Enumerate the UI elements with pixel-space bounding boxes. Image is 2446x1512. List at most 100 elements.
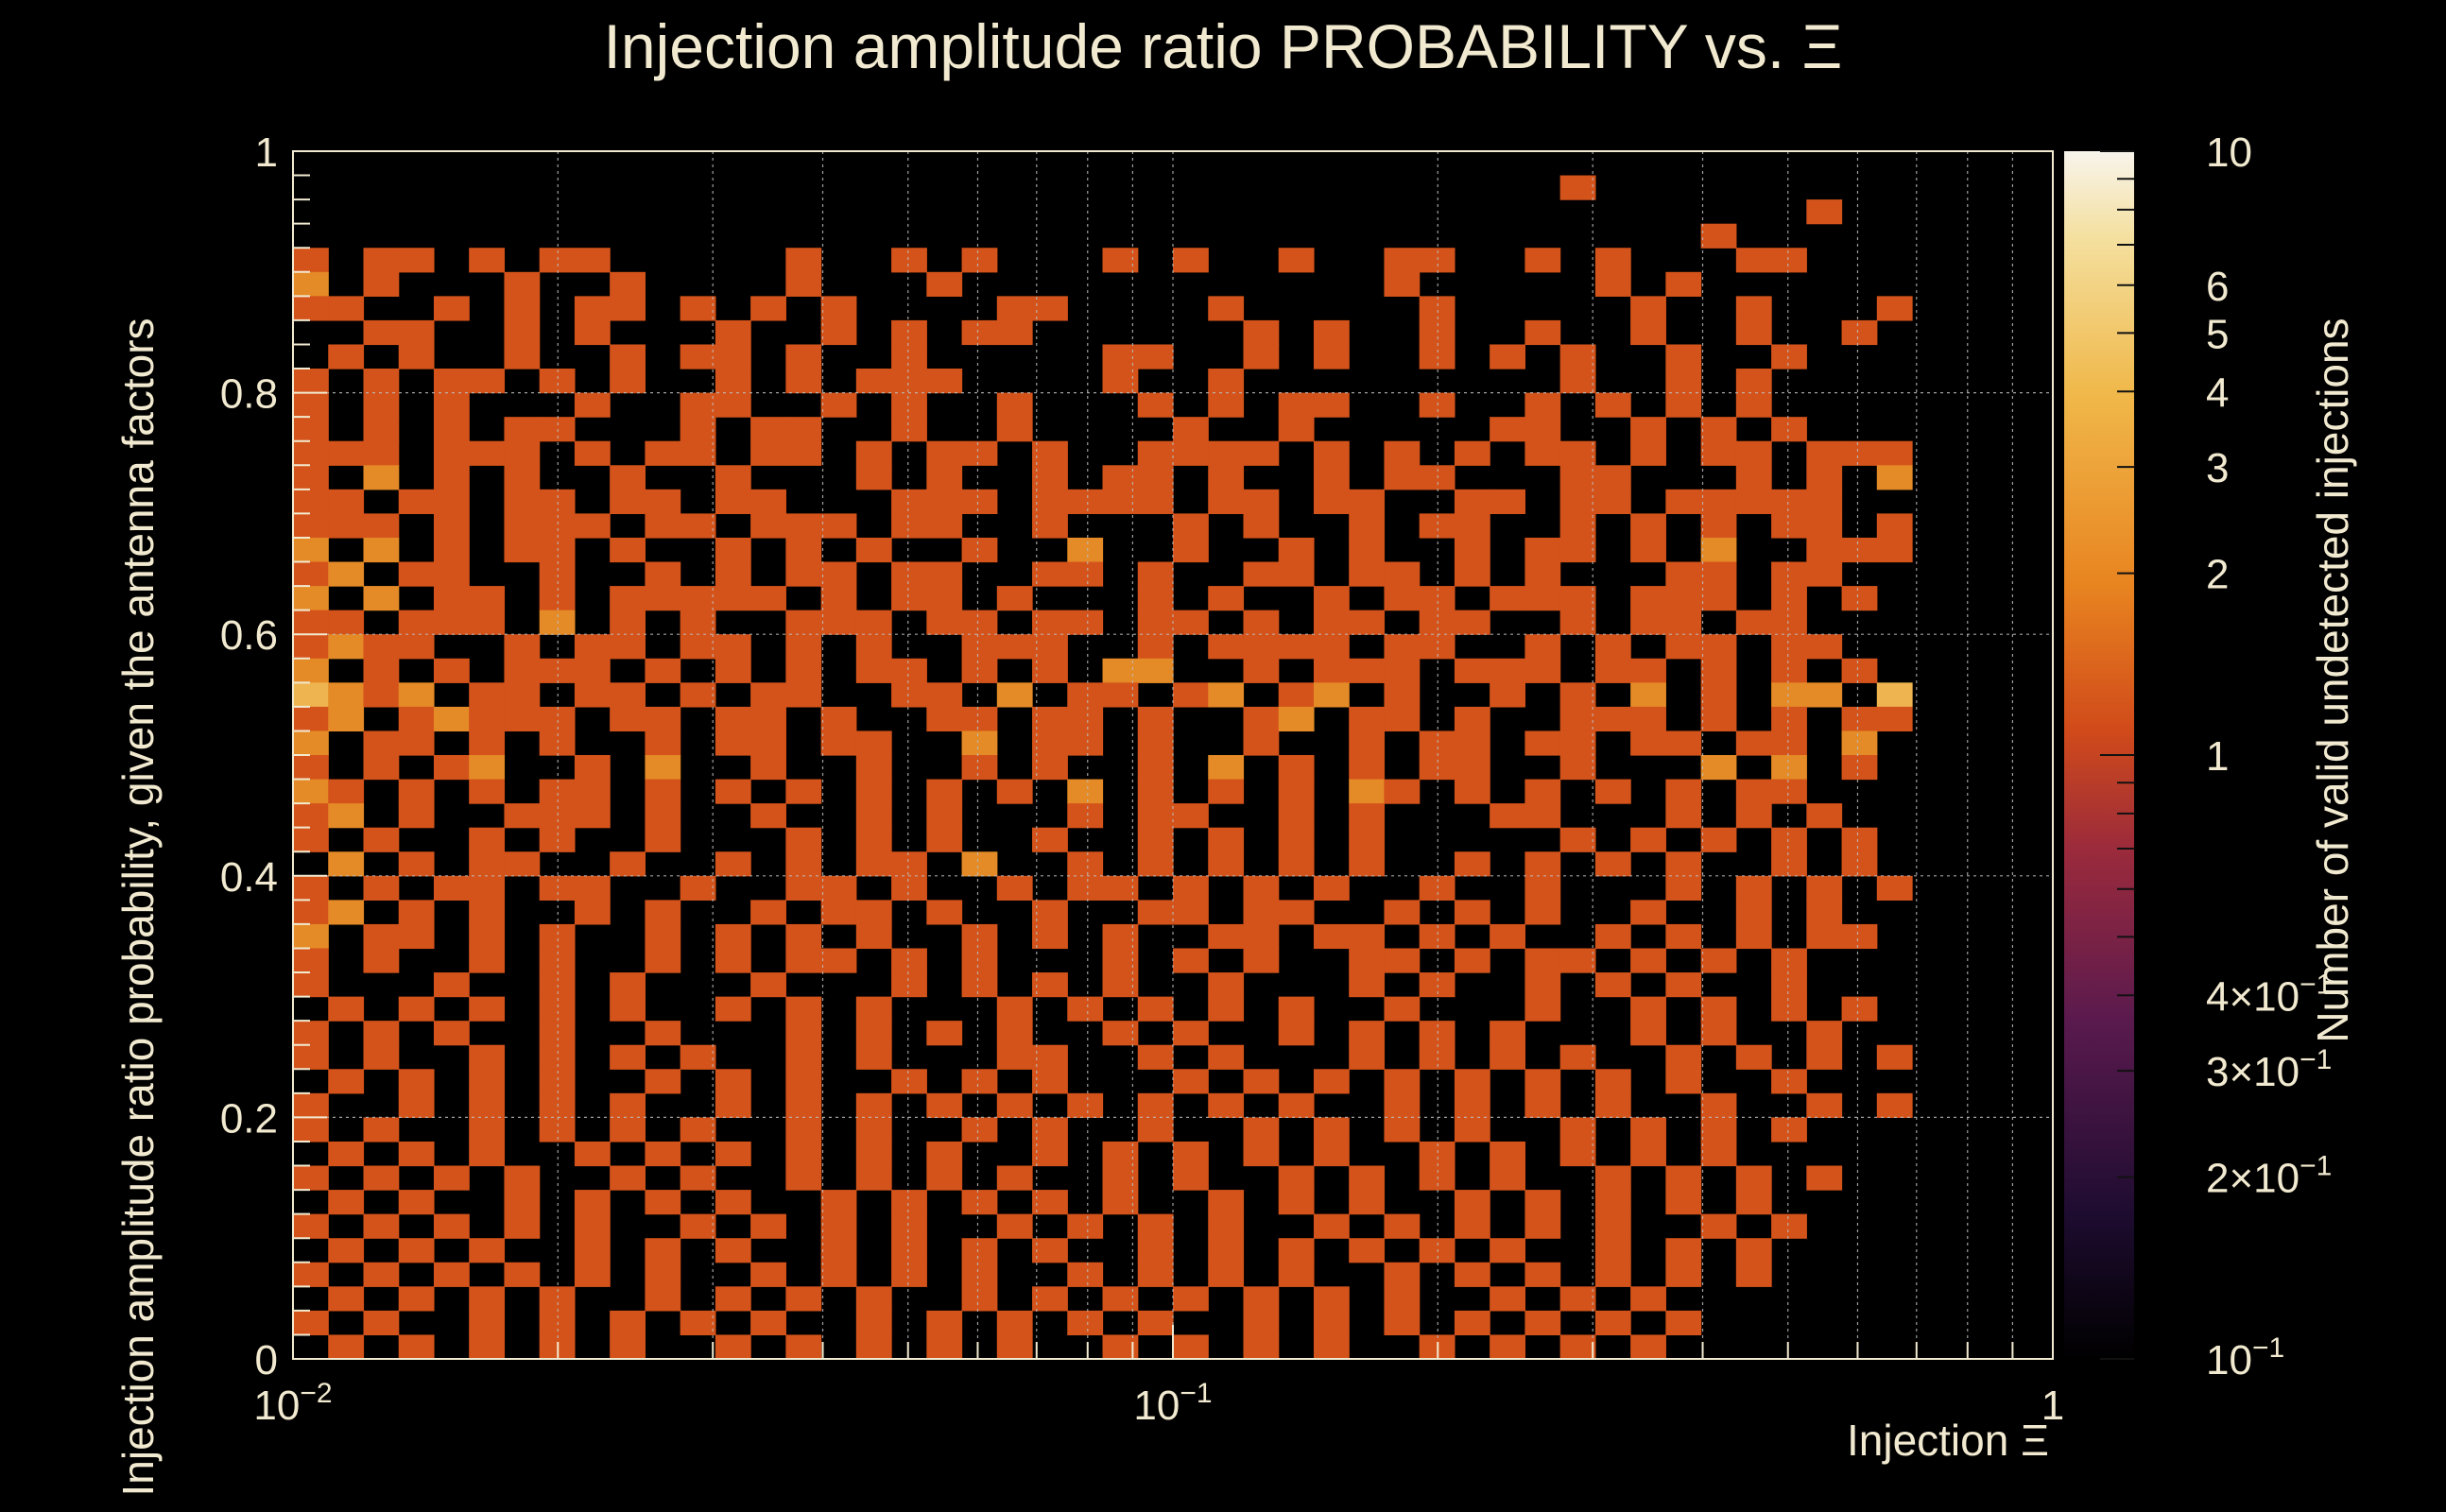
heatmap-cell — [1630, 682, 1666, 708]
heatmap-cell — [1208, 851, 1245, 877]
heatmap-cell — [1419, 730, 1456, 756]
heatmap-cell — [1243, 440, 1280, 466]
heatmap-cell — [785, 271, 822, 297]
heatmap-cell — [1208, 827, 1245, 852]
heatmap-cell — [1137, 658, 1174, 683]
heatmap-cell — [1806, 682, 1843, 708]
heatmap-cell — [1594, 1069, 1631, 1094]
heatmap-cell — [469, 923, 506, 950]
heatmap-cell — [1454, 900, 1490, 925]
heatmap-cell — [1278, 900, 1315, 925]
heatmap-cell — [1876, 682, 1913, 708]
heatmap-cell — [1173, 248, 1209, 273]
heatmap-cell — [1490, 1141, 1525, 1167]
heatmap-cell — [1419, 875, 1456, 901]
heatmap-cell — [1841, 851, 1878, 877]
heatmap-cell — [1665, 851, 1702, 877]
heatmap-cell — [750, 900, 786, 925]
heatmap-cell — [363, 875, 400, 901]
heatmap-cell — [891, 561, 927, 587]
heatmap-cell — [1208, 296, 1245, 321]
heatmap-cell — [715, 344, 751, 369]
heatmap-cell — [433, 1021, 470, 1046]
heatmap-cell — [1384, 634, 1421, 660]
heatmap-cell — [1524, 730, 1561, 756]
heatmap-cell — [785, 827, 822, 852]
heatmap-cell — [363, 923, 400, 950]
heatmap-cell — [1243, 1141, 1280, 1167]
heatmap-cell — [961, 851, 998, 877]
heatmap-cell — [398, 1238, 435, 1263]
heatmap-cell — [1630, 996, 1666, 1022]
heatmap-cell — [926, 513, 963, 539]
heatmap-cell — [1349, 827, 1386, 852]
heatmap-cell — [855, 1092, 892, 1118]
heatmap-cell — [1419, 1021, 1456, 1046]
y-tick-label: 0 — [255, 1337, 278, 1383]
heatmap-cell — [574, 296, 611, 321]
heatmap-cell — [1490, 803, 1525, 829]
heatmap-cell — [926, 1334, 963, 1360]
heatmap-cell — [1349, 972, 1386, 998]
colorbar-label: Number of valid undetected injections — [2308, 318, 2357, 1042]
heatmap-cell — [469, 610, 506, 635]
y-tick-label: 0.8 — [220, 371, 278, 418]
heatmap-cell — [1841, 586, 1878, 611]
heatmap-cell — [855, 803, 892, 829]
heatmap-cell — [1243, 513, 1280, 539]
heatmap-cell — [504, 803, 541, 829]
heatmap-cell — [1524, 972, 1561, 998]
heatmap-cell — [1313, 440, 1350, 466]
heatmap-cell — [855, 440, 892, 466]
heatmap-cell — [715, 634, 751, 660]
heatmap-cell — [891, 513, 927, 539]
heatmap-cell — [433, 465, 470, 490]
heatmap-cell — [750, 972, 786, 998]
heatmap-cell — [433, 369, 470, 394]
heatmap-cell — [926, 706, 963, 732]
heatmap-cell — [610, 369, 646, 394]
heatmap-cell — [1032, 513, 1068, 539]
heatmap-cell — [1876, 465, 1913, 490]
y-axis-label: Injection amplitude ratio probability, g… — [113, 318, 163, 1496]
heatmap-cell — [1806, 634, 1843, 660]
heatmap-cell — [680, 392, 716, 418]
heatmap-cell — [1806, 561, 1843, 587]
heatmap-cell — [1524, 586, 1561, 611]
heatmap-cell — [891, 851, 927, 877]
heatmap-cell — [433, 1213, 470, 1239]
heatmap-cell — [1771, 827, 1807, 852]
heatmap-cell — [574, 248, 611, 273]
heatmap-cell — [750, 1262, 786, 1287]
heatmap-cell — [891, 1190, 927, 1215]
heatmap-cell — [996, 996, 1033, 1022]
heatmap-cell — [1524, 392, 1561, 418]
heatmap-cell — [1594, 1213, 1631, 1239]
heatmap-cell — [293, 755, 329, 781]
heatmap-cell — [504, 1213, 541, 1239]
heatmap-cell — [610, 296, 646, 321]
heatmap-cell — [1173, 1165, 1209, 1191]
heatmap-cell — [469, 779, 506, 804]
heatmap-cell — [1559, 513, 1596, 539]
heatmap-cell — [1349, 706, 1386, 732]
heatmap-cell — [328, 489, 365, 514]
heatmap-cell — [363, 1021, 400, 1046]
heatmap-cell — [1137, 440, 1174, 466]
heatmap-cell — [820, 875, 857, 901]
heatmap-cell — [1032, 1238, 1068, 1263]
heatmap-cell — [469, 1044, 506, 1070]
heatmap-cell — [891, 586, 927, 611]
heatmap-cell — [855, 923, 892, 950]
heatmap-cell — [1173, 513, 1209, 539]
heatmap-cell — [1700, 682, 1737, 708]
heatmap-cell — [1419, 972, 1456, 998]
heatmap-cell — [504, 634, 541, 660]
heatmap-cell — [539, 537, 576, 563]
heatmap-cell — [1876, 440, 1913, 466]
heatmap-cell — [1243, 1069, 1280, 1094]
heatmap-cell — [680, 1213, 716, 1239]
heatmap-cell — [891, 319, 927, 346]
heatmap-cell — [398, 344, 435, 369]
heatmap-cell — [504, 296, 541, 321]
